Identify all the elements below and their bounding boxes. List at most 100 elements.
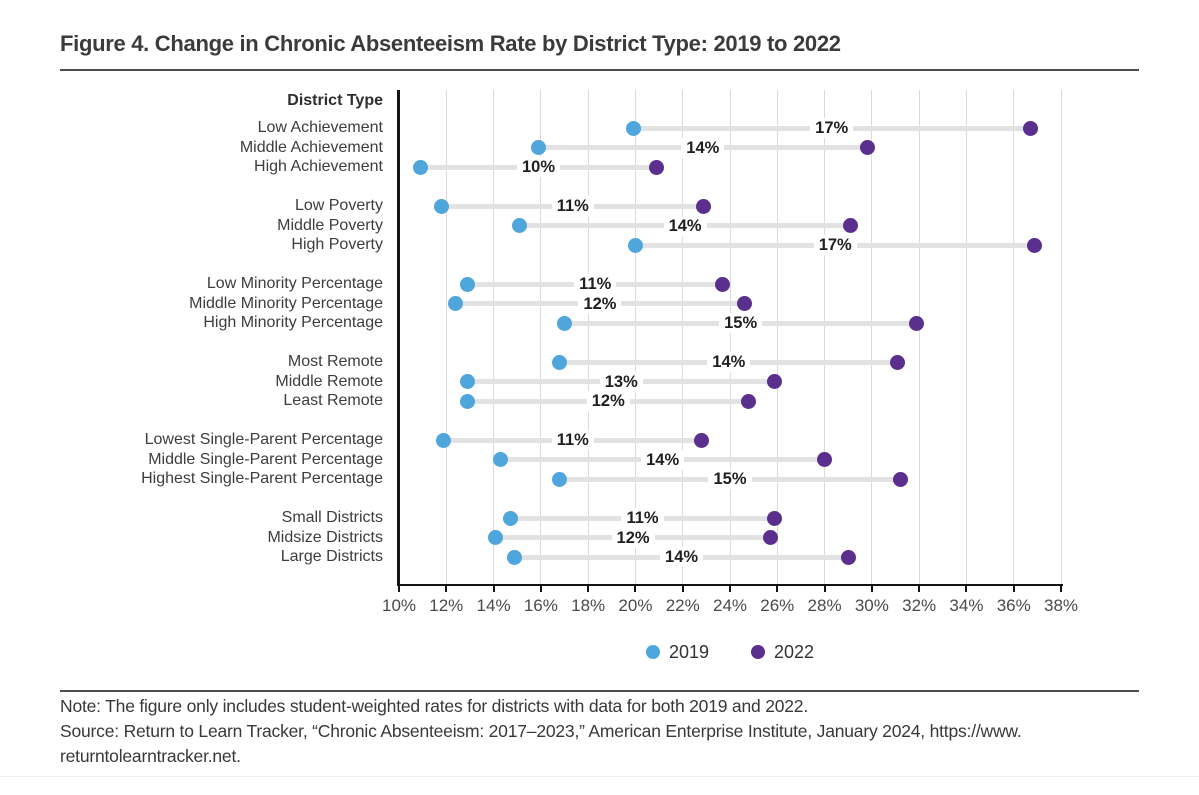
x-gridline	[540, 90, 542, 585]
y-axis-line	[397, 90, 400, 586]
category-label: Low Achievement	[257, 119, 383, 136]
legend-item-2022: 2022	[751, 642, 814, 663]
x-axis-tick-label: 20%	[618, 596, 653, 615]
change-value-label: 10%	[493, 157, 583, 177]
change-value-text: 15%	[708, 469, 752, 489]
dot-2019	[488, 530, 504, 545]
x-axis-tick-label: 22%	[665, 596, 700, 615]
category-label: Middle Minority Percentage	[189, 294, 383, 312]
x-axis-tick	[965, 586, 968, 592]
x-gridline	[587, 90, 589, 585]
x-axis-tick	[870, 586, 873, 592]
footer-divider	[60, 690, 1139, 692]
category-label: Small Districts	[281, 509, 383, 526]
change-value-text: 11%	[621, 508, 664, 528]
page-bottom-hairline	[0, 776, 1199, 777]
x-gridline	[445, 90, 447, 585]
dot-2019	[557, 315, 572, 331]
x-axis-tick-label: 16%	[523, 596, 558, 615]
x-axis-tick	[823, 586, 826, 592]
dot-2022	[696, 198, 712, 214]
category-label: High Poverty	[291, 236, 383, 253]
x-axis-tick	[1060, 586, 1062, 592]
category-label: Most Remote	[287, 353, 383, 370]
figure-title: Figure 4. Change in Chronic Absenteeism …	[60, 31, 841, 56]
x-axis-tick-label: 28%	[807, 596, 842, 615]
x-axis-tick	[445, 586, 448, 592]
x-gridline	[776, 90, 778, 585]
x-axis-tick	[634, 586, 637, 592]
x-gridline	[965, 90, 967, 585]
dot-2022	[736, 296, 752, 311]
category-label: Lowest Single-Parent Percentage	[144, 431, 383, 448]
dot-2019	[627, 237, 643, 253]
x-axis-tick	[539, 586, 542, 592]
change-value-label: 11%	[528, 430, 618, 450]
dot-2019	[507, 549, 523, 565]
change-value-label: 12%	[588, 527, 678, 548]
dot-2019	[493, 452, 509, 467]
category-label: Middle Poverty	[277, 216, 383, 234]
x-axis-line	[397, 584, 1063, 586]
x-axis-tick-label: 38%	[1043, 596, 1079, 615]
x-axis-tick-label: 24%	[712, 596, 748, 615]
x-axis-tick	[1012, 586, 1015, 592]
dot-2019	[530, 140, 546, 155]
dot-2022	[843, 218, 859, 233]
change-value-label: 12%	[563, 391, 653, 411]
x-gridline	[1013, 90, 1015, 585]
category-label: High Achievement	[254, 158, 383, 175]
legend-label: 2022	[774, 641, 815, 662]
x-axis-tick-label: 10%	[381, 596, 417, 615]
change-value-text: 14%	[641, 449, 685, 470]
change-value-text: 12%	[611, 527, 655, 548]
category-label: Middle Single-Parent Percentage	[148, 450, 383, 468]
dot-2019	[502, 510, 518, 526]
chart-legend: 2019 2022	[399, 640, 1061, 664]
x-gridline	[918, 90, 920, 585]
change-value-text: 14%	[663, 215, 707, 236]
dot-2019	[552, 471, 568, 487]
dot-2019	[552, 354, 568, 370]
figure-note: Note: The figure only includes student-w…	[60, 696, 808, 716]
dot-2022	[890, 354, 906, 370]
x-gridline	[682, 90, 684, 585]
x-axis-tick-label: 36%	[996, 596, 1031, 615]
category-label: Middle Achievement	[239, 138, 383, 156]
dot-2019	[412, 159, 428, 175]
x-axis-tick	[729, 586, 731, 592]
change-value-label: 13%	[576, 371, 666, 392]
dot-2022	[649, 159, 665, 175]
x-gridline	[729, 90, 731, 585]
change-value-text: 11%	[574, 274, 617, 294]
x-axis-tick	[681, 586, 684, 592]
x-gridline	[871, 90, 873, 585]
change-value-text: 17%	[810, 118, 854, 138]
x-axis-tick	[918, 586, 921, 592]
x-axis-tick-label: 18%	[571, 596, 606, 615]
dot-2022	[741, 393, 757, 409]
change-value-label: 14%	[637, 547, 727, 567]
change-value-label: 11%	[598, 508, 688, 528]
x-axis-tick-label: 14%	[476, 596, 511, 615]
dot-2022	[840, 549, 856, 565]
dot-2019	[625, 120, 641, 136]
change-value-text: 13%	[599, 371, 643, 392]
change-value-text: 17%	[813, 235, 857, 255]
change-value-text: 14%	[660, 547, 704, 567]
title-divider	[60, 69, 1139, 71]
legend-dot-icon	[751, 645, 765, 659]
change-value-label: 15%	[696, 313, 786, 333]
change-value-label: 12%	[555, 293, 645, 314]
district-type-axis-header: District Type	[287, 92, 383, 109]
x-axis-tick	[587, 586, 590, 592]
x-axis-tick	[492, 586, 495, 592]
dot-2022	[1027, 237, 1043, 253]
dot-2022	[1022, 120, 1038, 136]
dot-2019	[460, 374, 476, 389]
category-label: Low Poverty	[294, 197, 383, 214]
change-value-text: 14%	[681, 137, 725, 158]
x-axis-tick	[398, 586, 400, 592]
x-axis-tick-label: 34%	[949, 596, 984, 615]
